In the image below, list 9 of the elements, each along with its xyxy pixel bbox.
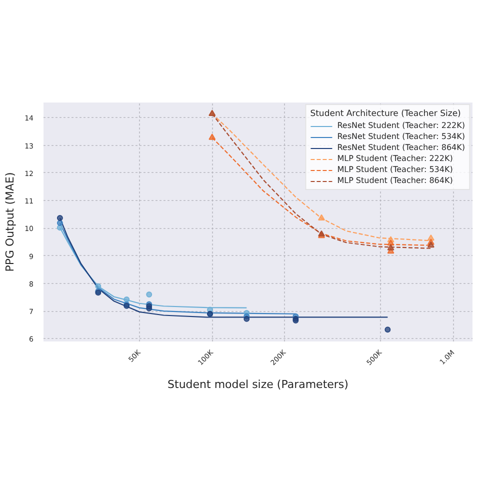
y-axis-title: PPG Output (MAE)	[4, 172, 17, 272]
legend-label: ResNet Student (Teacher: 864K)	[337, 143, 465, 152]
legend-label: MLP Student (Teacher: 222K)	[337, 154, 453, 163]
legend-label: MLP Student (Teacher: 864K)	[337, 176, 453, 185]
x-axis-title: Student model size (Parameters)	[168, 378, 348, 391]
legend-label: MLP Student (Teacher: 534K)	[337, 165, 453, 174]
legend-label: ResNet Student (Teacher: 222K)	[337, 121, 465, 130]
legend-label: ResNet Student (Teacher: 534K)	[337, 132, 465, 141]
legend-title: Student Architecture (Teacher Size)	[310, 109, 462, 119]
